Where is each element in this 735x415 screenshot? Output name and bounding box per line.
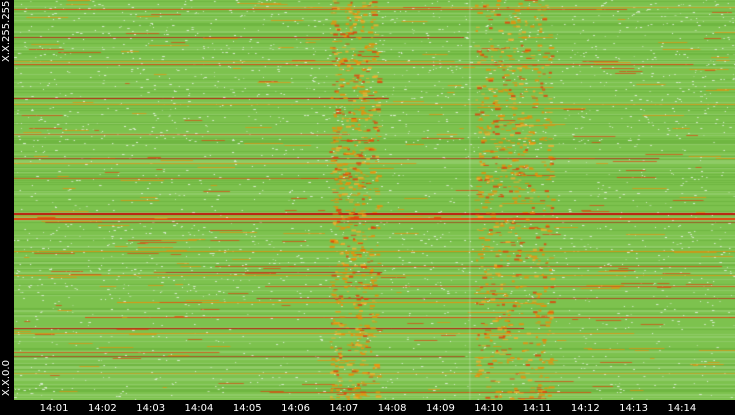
x-tick-label: 14:02 — [87, 403, 117, 414]
x-tick-label: 14:04 — [184, 403, 214, 414]
y-axis-top-label: X.X.255.255 — [1, 0, 12, 62]
x-tick-label: 14:06 — [281, 403, 310, 414]
x-tick-label: 14:05 — [232, 403, 262, 414]
x-tick-label: 14:14 — [667, 403, 697, 414]
x-tick-label: 14:08 — [377, 403, 407, 414]
x-tick-label: 14:03 — [136, 403, 166, 414]
x-tick-label: 14:12 — [570, 403, 600, 414]
x-tick-label: 14:07 — [329, 403, 359, 414]
x-tick-label: 14:11 — [522, 403, 552, 414]
x-tick-label: 14:01 — [39, 403, 69, 414]
y-axis-bottom-label: X.X.0.0 — [1, 360, 12, 396]
x-tick-label: 14:09 — [425, 403, 455, 414]
x-tick-label: 14:10 — [474, 403, 504, 414]
heatmap-plot — [14, 0, 735, 400]
x-tick-label: 14:13 — [619, 403, 648, 414]
y-axis: X.X.255.255 X.X.0.0 — [0, 0, 14, 400]
